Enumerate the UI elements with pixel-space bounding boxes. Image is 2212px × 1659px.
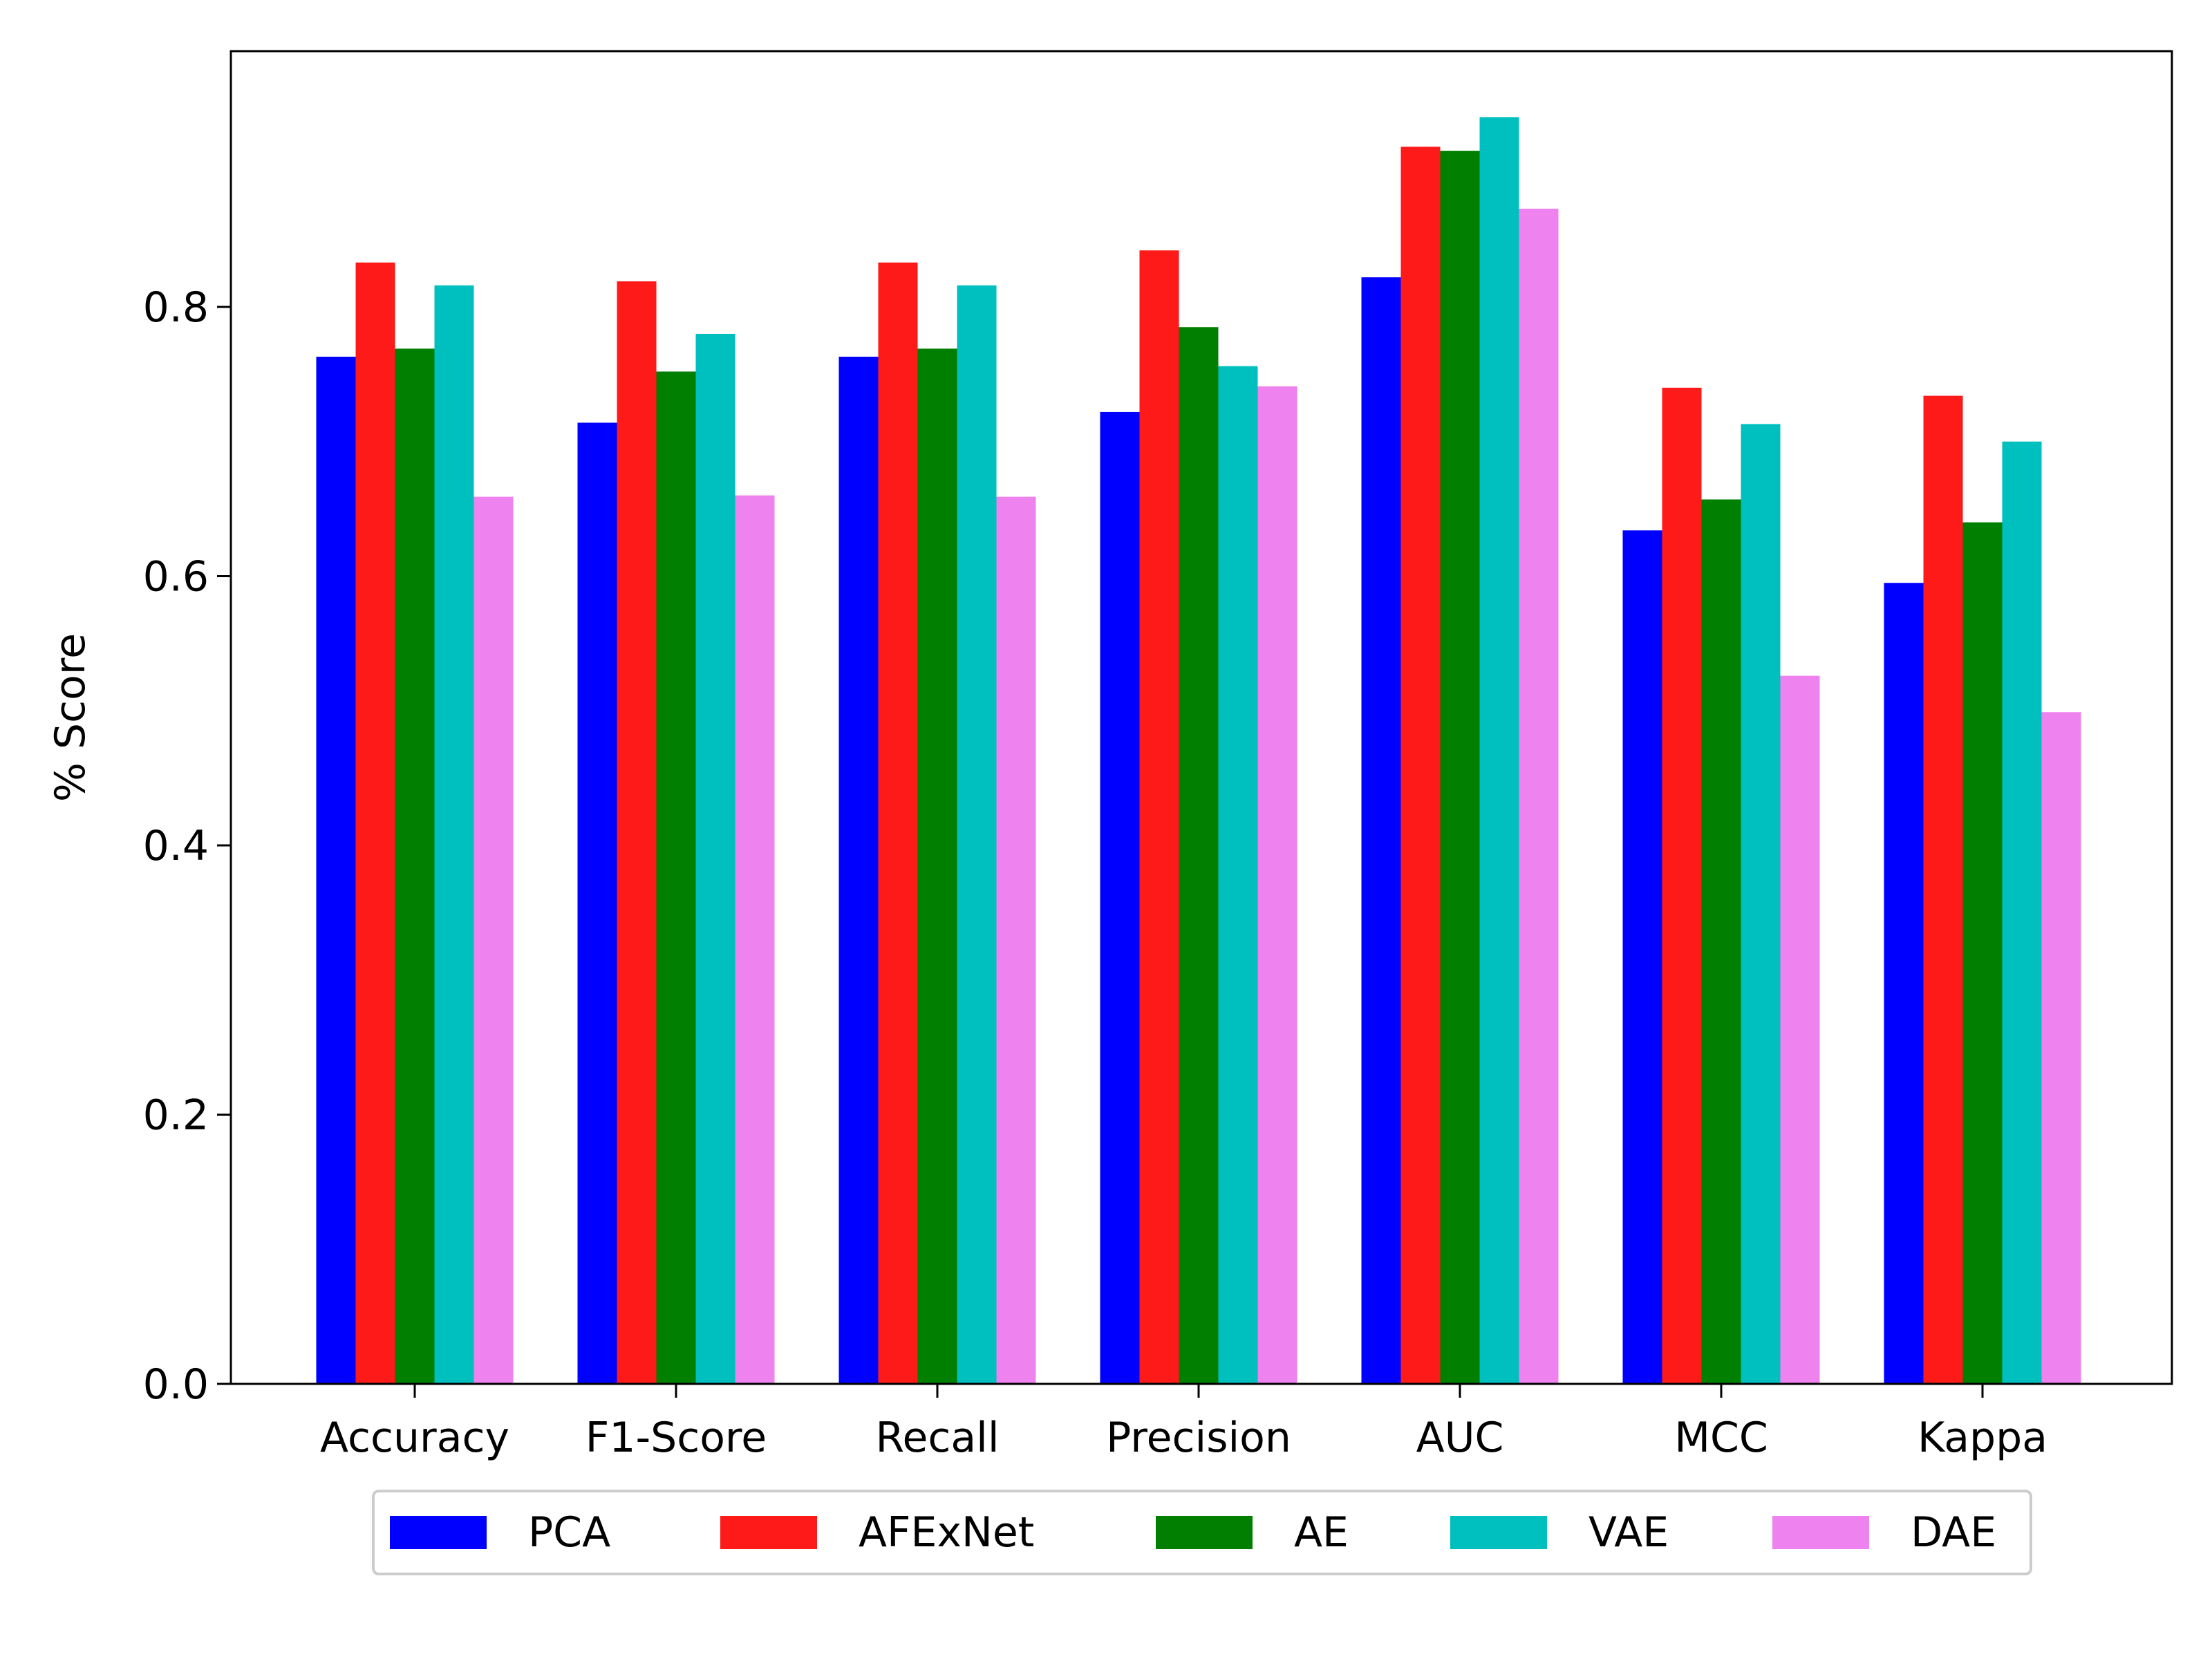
x-tick-label: AUC [1416, 1414, 1504, 1462]
bar-afexnet-precision [1139, 250, 1179, 1384]
bars-layer [316, 117, 2081, 1385]
legend-label-afexnet: AFExNet [859, 1508, 1034, 1557]
bar-pca-precision [1100, 411, 1140, 1384]
bar-pca-kappa [1884, 583, 1924, 1385]
x-tick-label: Accuracy [320, 1414, 509, 1462]
legend-label-ae: AE [1294, 1508, 1349, 1557]
bar-afexnet-auc [1400, 147, 1441, 1384]
bar-pca-f1-score [577, 422, 617, 1384]
bar-ae-mcc [1701, 499, 1741, 1385]
y-tick-label: 0.4 [143, 822, 209, 870]
bar-vae-mcc [1741, 424, 1781, 1385]
bar-ae-auc [1440, 151, 1480, 1384]
legend-swatch-afexnet [720, 1516, 817, 1549]
x-tick-label: F1-Score [585, 1414, 767, 1462]
bar-afexnet-accuracy [355, 262, 395, 1384]
bar-pca-auc [1361, 277, 1401, 1384]
bar-dae-kappa [2041, 712, 2081, 1384]
bar-afexnet-recall [878, 262, 918, 1384]
legend: PCA AFExNet AE VAE DAE [372, 1490, 2032, 1575]
bar-vae-f1-score [695, 333, 735, 1384]
legend-swatch-dae [1772, 1516, 1869, 1549]
legend-swatch-pca [390, 1516, 487, 1549]
bar-ae-recall [917, 348, 957, 1385]
x-tick-label: Recall [875, 1414, 999, 1462]
bar-pca-recall [838, 357, 879, 1384]
bar-pca-accuracy [316, 357, 356, 1384]
x-tick-label: Kappa [1918, 1414, 2047, 1462]
bar-ae-accuracy [395, 348, 435, 1385]
bar-afexnet-kappa [1923, 395, 1963, 1385]
y-axis-title: % Score [46, 633, 95, 802]
bar-ae-precision [1179, 327, 1219, 1385]
bar-dae-recall [996, 496, 1036, 1384]
bar-dae-f1-score [735, 495, 775, 1384]
bar-vae-recall [957, 285, 997, 1384]
x-axis: Accuracy F1-Score Recall Precision AUC MCC Kap… [320, 1384, 2047, 1462]
bar-afexnet-mcc [1662, 387, 1702, 1385]
plot-frame [229, 50, 2173, 1385]
bar-vae-auc [1479, 117, 1519, 1384]
bar-dae-precision [1257, 386, 1297, 1385]
y-tick-label: 0.0 [143, 1360, 209, 1409]
bar-pca-mcc [1622, 530, 1662, 1384]
bar-dae-auc [1519, 208, 1559, 1385]
legend-swatch-vae [1450, 1516, 1547, 1549]
legend-swatch-ae [1156, 1516, 1253, 1549]
bar-vae-accuracy [434, 285, 474, 1384]
y-tick-label: 0.6 [143, 553, 209, 601]
x-tick-label: Precision [1106, 1414, 1291, 1462]
x-tick-label: MCC [1674, 1414, 1768, 1462]
bar-dae-mcc [1780, 675, 1820, 1384]
y-axis: 0.0 0.2 0.4 0.6 0.8 [143, 283, 231, 1409]
bar-ae-kappa [1962, 522, 2003, 1384]
y-tick-label: 0.8 [143, 283, 209, 332]
bar-dae-accuracy [474, 496, 514, 1384]
legend-label-pca: PCA [528, 1508, 610, 1557]
bar-vae-precision [1218, 366, 1258, 1384]
legend-label-dae: DAE [1911, 1508, 1996, 1557]
bar-afexnet-f1-score [617, 281, 657, 1384]
bar-vae-kappa [2002, 441, 2042, 1384]
bar-ae-f1-score [656, 371, 696, 1384]
y-tick-label: 0.2 [143, 1091, 209, 1140]
legend-label-vae: VAE [1588, 1508, 1669, 1557]
